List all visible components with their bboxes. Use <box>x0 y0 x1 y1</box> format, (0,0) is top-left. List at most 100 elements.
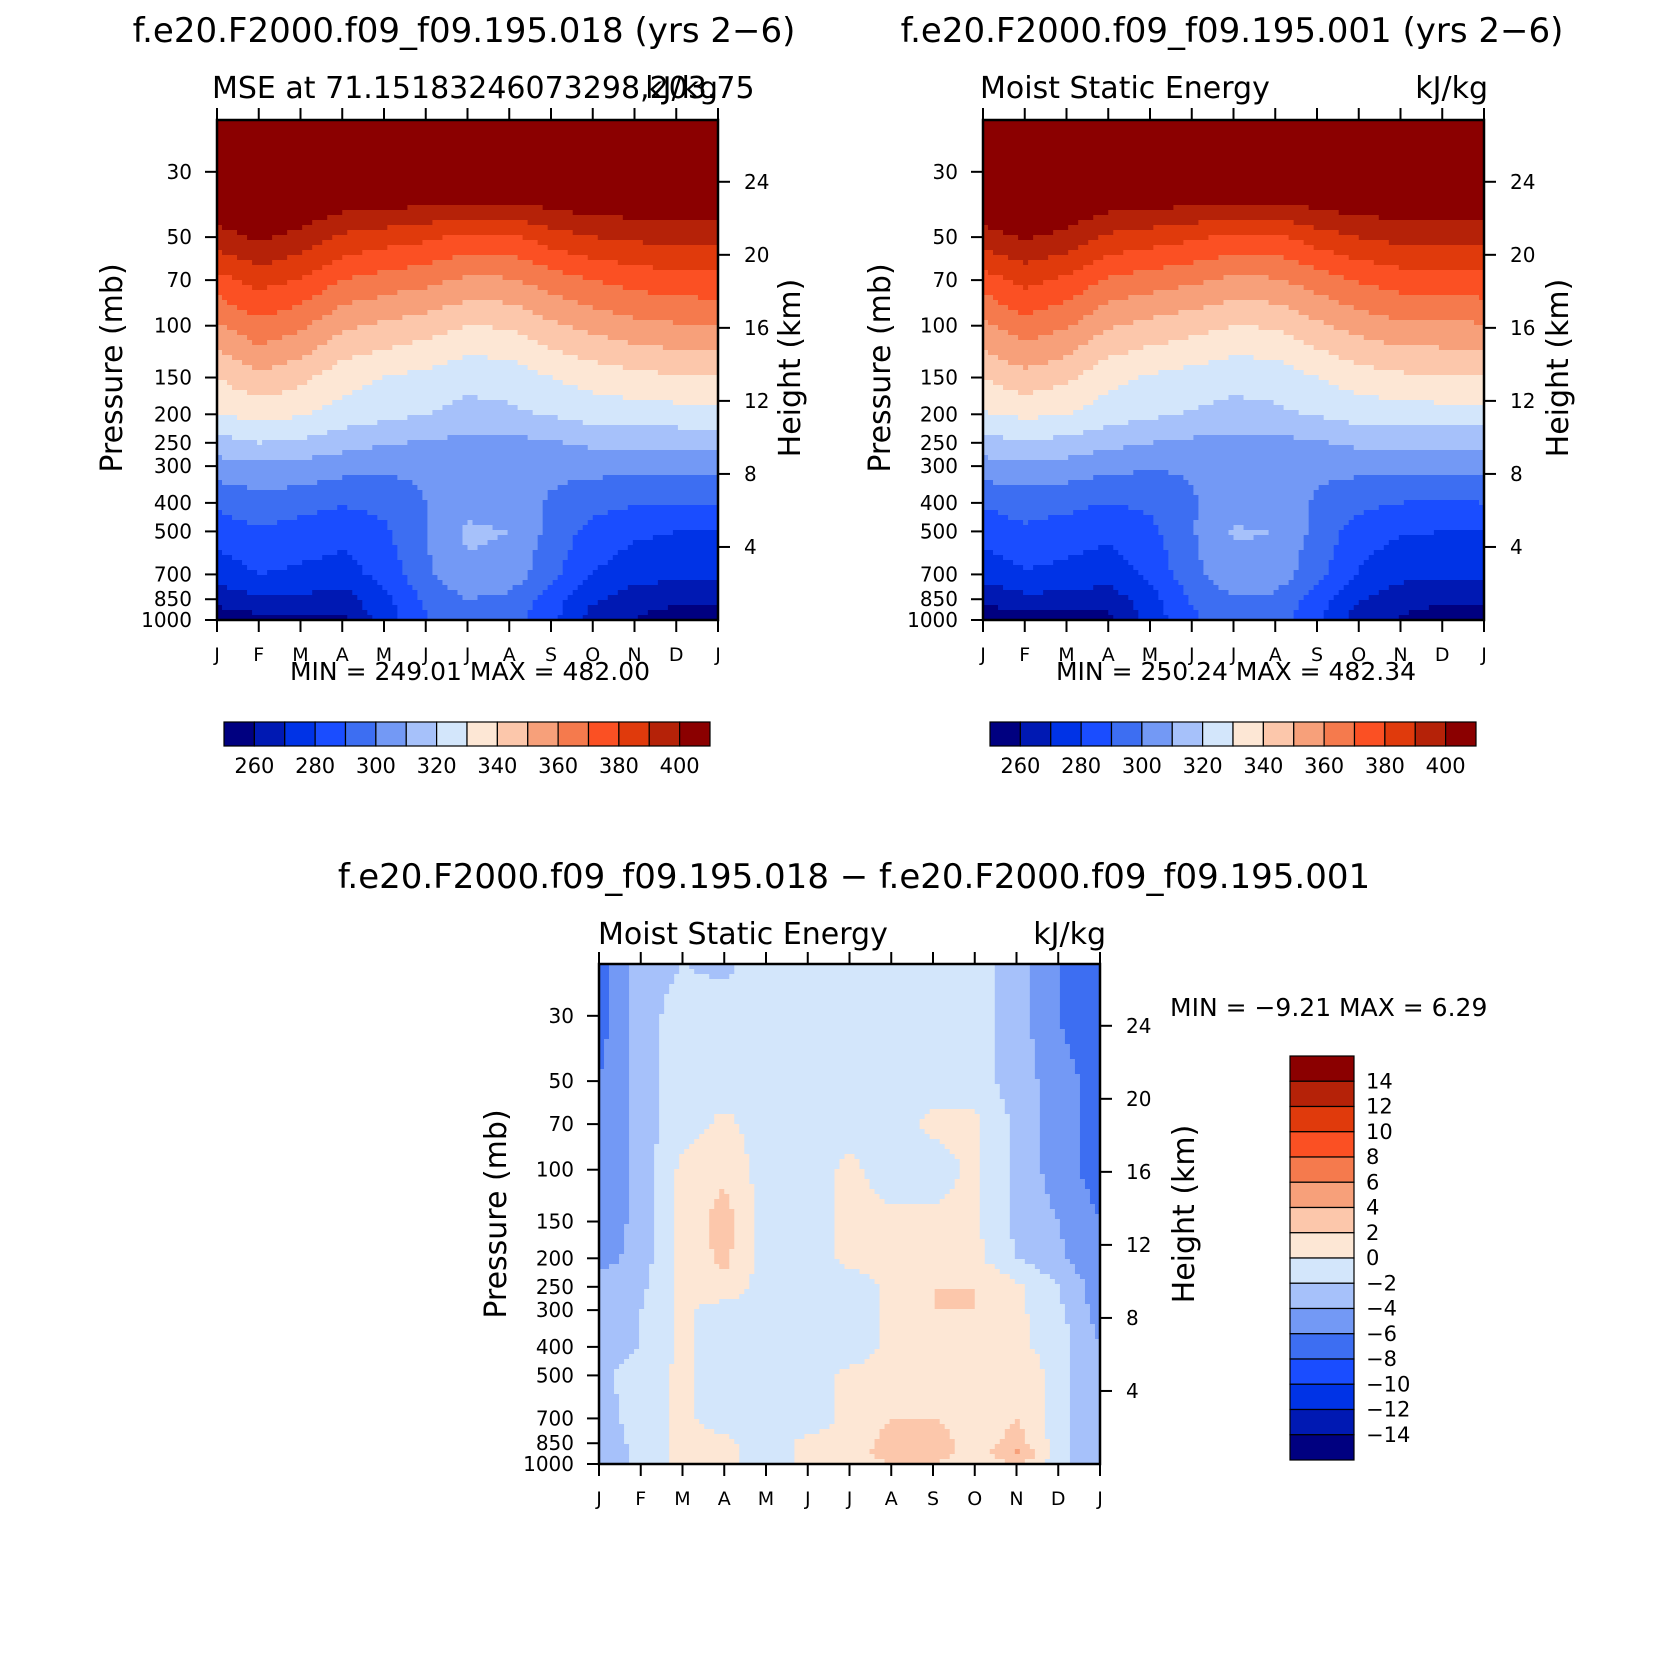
x-tick-label: O <box>967 1488 982 1510</box>
colorbar-swatch <box>253 721 286 747</box>
field-cell <box>1288 305 1355 311</box>
field-cell <box>599 1214 630 1220</box>
field-cell <box>604 1049 630 1055</box>
panel-1-contour-field <box>217 120 719 621</box>
x-tick-label: J <box>1188 644 1195 666</box>
field-cell <box>994 1454 1036 1460</box>
field-cell <box>292 415 408 421</box>
field-cell <box>983 290 1084 296</box>
field-cell <box>332 235 444 241</box>
field-cell <box>1178 580 1215 586</box>
y2-tick-label: 20 <box>744 243 769 267</box>
field-cell <box>879 1429 951 1435</box>
field-cell <box>629 1129 660 1135</box>
field-cell <box>694 1349 876 1355</box>
field-cell <box>487 540 539 546</box>
field-cell <box>302 275 353 281</box>
field-cell <box>599 1089 630 1095</box>
field-cell <box>884 1459 941 1465</box>
field-cell <box>1004 1459 1026 1465</box>
x-tick-label: M <box>1142 644 1158 666</box>
field-cell <box>1069 1044 1101 1050</box>
field-cell <box>983 490 1195 496</box>
field-cell <box>1108 300 1225 306</box>
field-cell <box>452 255 519 261</box>
colorbar-swatch <box>648 721 681 747</box>
field-cell <box>1203 565 1300 571</box>
field-cell <box>674 1269 755 1275</box>
field-cell <box>849 1364 1041 1370</box>
field-cell <box>754 1234 836 1240</box>
field-cell <box>1303 285 1380 291</box>
field-cell <box>1323 320 1475 326</box>
field-cell <box>1158 590 1184 596</box>
field-cell <box>1009 1214 1056 1220</box>
field-cell <box>1059 1019 1101 1025</box>
field-cell <box>1069 1419 1101 1425</box>
field-cell <box>609 999 630 1005</box>
field-cell <box>422 490 549 496</box>
field-cell <box>609 989 630 995</box>
field-cell <box>622 395 719 401</box>
field-cell <box>562 605 589 611</box>
colorbar-swatch <box>1141 721 1173 747</box>
field-cell <box>632 315 719 321</box>
field-cell <box>729 1194 755 1200</box>
field-cell <box>599 1194 630 1200</box>
field-cell <box>387 245 549 251</box>
field-cell <box>1323 610 1350 616</box>
field-cell <box>983 360 1009 366</box>
field-cell <box>983 280 1014 286</box>
field-cell <box>679 964 690 970</box>
field-cell <box>1004 1109 1041 1115</box>
field-cell <box>599 1414 620 1420</box>
field-cell <box>994 1444 1031 1450</box>
colorbar-label: 340 <box>1243 754 1283 778</box>
field-cell <box>1153 245 1315 251</box>
field-cell <box>252 285 268 291</box>
field-cell <box>604 1039 630 1045</box>
field-cell <box>322 240 424 246</box>
y-tick-label: 1000 <box>141 608 192 632</box>
field-cell <box>629 1174 655 1180</box>
field-cell <box>674 1304 700 1310</box>
field-cell <box>654 1189 675 1195</box>
field-cell <box>629 1114 660 1120</box>
field-cell <box>1069 1424 1101 1430</box>
field-cell <box>1113 325 1230 331</box>
field-cell <box>629 1444 670 1450</box>
field-cell <box>834 1409 1046 1415</box>
field-cell <box>217 425 348 431</box>
field-cell <box>1069 1259 1101 1265</box>
field-cell <box>1008 330 1054 336</box>
field-cell <box>1183 590 1230 596</box>
field-cell <box>1003 230 1054 236</box>
field-cell <box>567 550 619 556</box>
x-tick-label: A <box>718 1488 731 1510</box>
field-cell <box>1438 345 1485 351</box>
field-cell <box>934 1304 976 1310</box>
field-cell <box>979 1119 1011 1125</box>
y-tick-label: 100 <box>920 314 958 338</box>
field-cell <box>674 1234 710 1240</box>
field-cell <box>1153 515 1200 521</box>
field-cell <box>237 305 293 311</box>
field-cell <box>557 615 584 621</box>
field-cell <box>1038 335 1094 341</box>
field-cell <box>1168 470 1485 476</box>
field-cell <box>1079 1114 1101 1120</box>
y-tick-label: 300 <box>154 454 192 478</box>
field-cell <box>929 1134 981 1140</box>
field-cell <box>599 1424 625 1430</box>
field-cell <box>1233 525 1245 531</box>
colorbar-swatch <box>1289 1257 1355 1284</box>
field-cell <box>979 1169 1011 1175</box>
field-cell <box>679 1164 750 1170</box>
field-cell <box>874 1279 1016 1285</box>
field-cell <box>347 425 679 431</box>
field-cell <box>979 1134 1011 1140</box>
field-cell <box>1343 275 1485 281</box>
field-cell <box>954 1444 996 1450</box>
field-cell <box>242 560 303 566</box>
x-tick-label: M <box>292 644 308 666</box>
